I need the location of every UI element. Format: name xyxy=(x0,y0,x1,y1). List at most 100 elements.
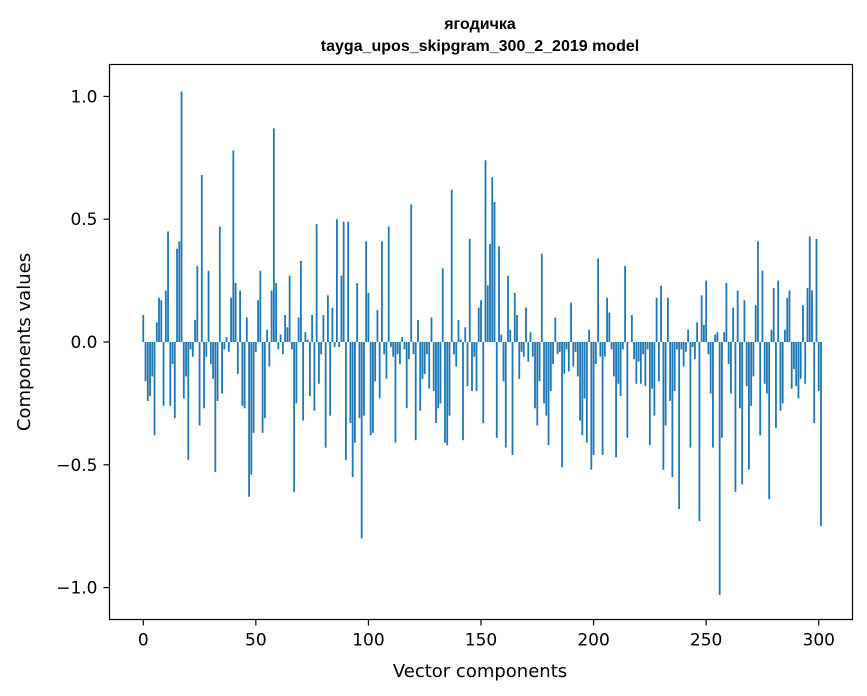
bar xyxy=(450,189,453,342)
bar xyxy=(811,290,813,342)
bar xyxy=(266,329,269,342)
bar xyxy=(203,342,205,409)
bar xyxy=(786,297,789,342)
bar xyxy=(567,342,570,372)
bar xyxy=(401,337,404,342)
bar xyxy=(214,342,217,473)
bar xyxy=(167,231,169,342)
bar xyxy=(815,238,818,342)
bar xyxy=(351,342,354,478)
bar xyxy=(558,342,561,352)
bar xyxy=(583,342,586,399)
bar xyxy=(191,342,194,357)
bar xyxy=(671,342,674,478)
plot-frame xyxy=(108,63,854,621)
bar xyxy=(257,300,259,342)
bar xyxy=(275,283,278,342)
x-tick-label: 100 xyxy=(352,631,384,651)
bar xyxy=(563,342,566,374)
bar xyxy=(540,253,543,342)
bar xyxy=(230,297,232,342)
bar xyxy=(639,342,642,384)
bar xyxy=(691,342,694,347)
bar xyxy=(529,332,532,342)
bar xyxy=(180,91,183,342)
bar xyxy=(286,327,289,342)
bar xyxy=(516,314,518,342)
x-tick-label: 300 xyxy=(803,631,835,651)
bar xyxy=(250,342,253,475)
bar xyxy=(495,342,498,438)
bar xyxy=(525,307,527,342)
bar xyxy=(158,297,160,342)
bar xyxy=(435,342,437,424)
bar xyxy=(160,300,163,342)
bar xyxy=(572,342,575,367)
bar xyxy=(538,342,541,382)
bar xyxy=(797,342,800,399)
bar xyxy=(736,290,739,342)
bar xyxy=(669,342,672,401)
bar xyxy=(299,260,302,342)
bar xyxy=(324,342,327,448)
bar xyxy=(412,342,415,355)
bar xyxy=(817,342,820,392)
bar xyxy=(734,342,737,492)
bar xyxy=(493,202,496,342)
bar xyxy=(428,342,431,389)
bar xyxy=(484,160,487,342)
bar xyxy=(149,342,151,397)
bar xyxy=(146,342,149,401)
x-axis-ticks: 0 50 100 150 200 250 300 xyxy=(138,619,835,651)
bar xyxy=(142,314,145,342)
bar xyxy=(288,275,291,342)
bar xyxy=(574,342,577,352)
bar xyxy=(383,342,386,355)
bar xyxy=(748,342,750,470)
bar xyxy=(790,342,793,389)
bar xyxy=(576,342,579,377)
bar xyxy=(603,342,606,357)
bar xyxy=(394,342,397,443)
bar xyxy=(367,292,370,342)
bar xyxy=(223,342,226,350)
bar xyxy=(243,342,246,409)
bar xyxy=(804,342,807,384)
bar xyxy=(781,342,784,404)
bar xyxy=(752,342,755,377)
bar xyxy=(473,342,476,357)
bar xyxy=(793,342,795,370)
x-tick-label: 250 xyxy=(690,631,722,651)
bar xyxy=(477,307,480,342)
bar xyxy=(272,128,275,342)
bar xyxy=(304,332,307,342)
bar xyxy=(716,332,719,342)
bar xyxy=(448,342,451,416)
bar xyxy=(162,342,165,406)
bar xyxy=(806,287,809,342)
bar xyxy=(432,342,435,392)
bar xyxy=(333,342,336,347)
bar xyxy=(657,342,660,382)
y-tick-label: 0.5 xyxy=(70,210,97,230)
bar xyxy=(306,339,309,342)
bar xyxy=(754,305,757,342)
bar xyxy=(612,342,615,377)
bar xyxy=(594,342,597,365)
bar xyxy=(446,342,449,446)
bar xyxy=(642,342,645,355)
bar xyxy=(775,342,777,428)
bar xyxy=(779,342,782,411)
bar xyxy=(808,236,811,342)
bar xyxy=(405,342,408,409)
bar xyxy=(693,342,696,360)
bar xyxy=(342,221,345,342)
bar xyxy=(374,342,377,382)
bar xyxy=(457,319,460,342)
bars-group xyxy=(142,91,822,595)
bar xyxy=(615,342,617,458)
bar xyxy=(590,342,593,470)
bar xyxy=(417,319,419,342)
bar xyxy=(653,342,656,416)
